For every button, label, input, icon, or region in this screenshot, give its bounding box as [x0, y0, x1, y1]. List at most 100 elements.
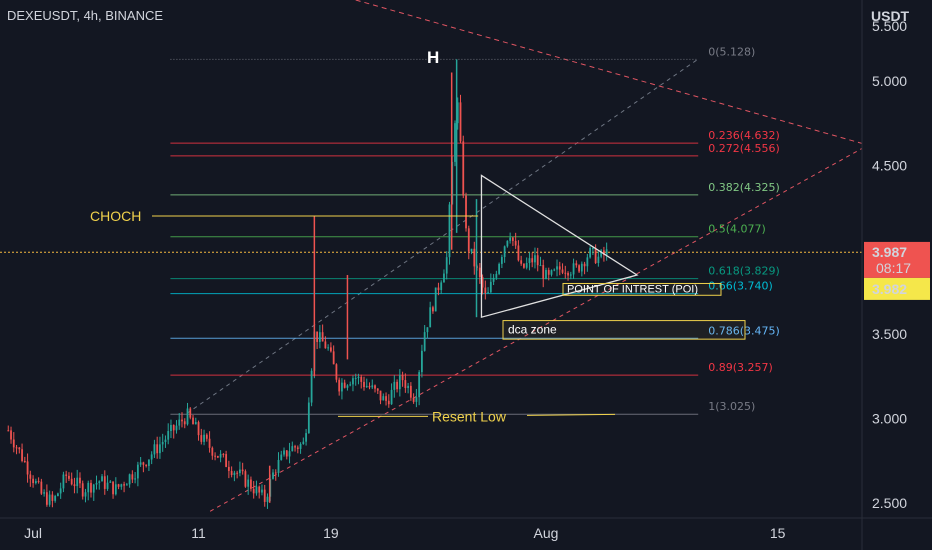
- choch-label: CHOCH: [90, 208, 141, 224]
- candle-body: [597, 256, 600, 264]
- candle-body: [429, 307, 432, 328]
- candle-body: [159, 444, 161, 454]
- candle-body: [59, 488, 62, 494]
- candle-body: [564, 272, 567, 274]
- annotations-layer: CHOCH H Resent Low POINT OF INTREST (POI) dc…: [90, 48, 746, 424]
- candle-body: [506, 240, 509, 247]
- candle-body: [432, 307, 434, 312]
- candle-body: [605, 249, 608, 255]
- candle-body: [330, 347, 332, 352]
- price-tick-label: 3.500: [872, 326, 907, 342]
- candle-body: [586, 257, 589, 267]
- candle-body: [492, 277, 495, 282]
- candle-body: [57, 493, 59, 496]
- candle-body: [87, 482, 90, 493]
- candle-body: [316, 331, 319, 342]
- candle-body: [244, 471, 247, 487]
- time-tick-label: 11: [191, 525, 206, 541]
- candle-body: [114, 484, 117, 495]
- candle-body: [153, 444, 156, 455]
- candle-body: [134, 478, 137, 480]
- candle-body: [216, 455, 219, 458]
- candle-body: [415, 397, 418, 402]
- price-tick-label: 4.500: [872, 157, 907, 173]
- candle-body: [222, 453, 225, 455]
- candle-body: [15, 447, 18, 449]
- candle-body: [407, 385, 410, 389]
- time-tick-label: Jul: [24, 525, 42, 541]
- candle-body: [12, 439, 15, 448]
- candle-body: [227, 466, 230, 471]
- candle-body: [225, 454, 228, 467]
- candle-body: [258, 486, 261, 493]
- candle-body: [280, 454, 283, 460]
- candle-body: [205, 434, 208, 439]
- candle-body: [363, 381, 365, 388]
- last-price-label: 3.987: [872, 244, 907, 260]
- candle-body: [285, 450, 288, 457]
- candle-body: [307, 402, 310, 434]
- candle-body: [591, 247, 594, 249]
- candle-body: [321, 332, 324, 342]
- candle-body: [578, 265, 580, 272]
- candle-body: [426, 327, 429, 333]
- candle-body: [454, 123, 456, 162]
- candle-body: [261, 489, 263, 493]
- candle-body: [233, 472, 236, 475]
- candle-body: [84, 492, 87, 497]
- candle-body: [95, 482, 98, 485]
- candle-body: [43, 492, 46, 494]
- candle-body: [125, 484, 128, 486]
- currency-label: USDT: [871, 8, 910, 24]
- candle-body: [360, 376, 363, 382]
- candle-body: [404, 380, 407, 389]
- poi-zone: [562, 282, 722, 296]
- candle-body: [346, 385, 349, 388]
- candle-body: [484, 287, 487, 294]
- candle-body: [393, 381, 396, 390]
- candle-body: [368, 385, 371, 388]
- candle-body: [341, 382, 343, 392]
- candle-body: [183, 421, 186, 425]
- candle-body: [175, 425, 178, 431]
- countdown-label: 08:17: [876, 260, 911, 276]
- candle-body: [556, 266, 558, 270]
- candle-body: [277, 459, 280, 474]
- last-price-badge: [864, 241, 930, 278]
- candle-body: [387, 400, 390, 405]
- candle-body: [390, 389, 393, 405]
- candle-body: [324, 341, 327, 349]
- candle-body: [517, 245, 520, 261]
- candle-body: [34, 481, 37, 484]
- candle-body: [37, 481, 40, 483]
- candle-body: [186, 408, 189, 425]
- candle-body: [263, 489, 266, 502]
- fib-label-0.618: 0.618(3.829): [708, 265, 780, 278]
- candle-body: [575, 263, 578, 266]
- time-tick-label: 19: [323, 525, 339, 541]
- candle-body: [148, 459, 150, 466]
- time-axis[interactable]: Jul 11 19 Aug 15: [24, 525, 785, 541]
- candle-body: [412, 397, 415, 402]
- time-tick-label: 15: [770, 525, 786, 541]
- candle-body: [481, 276, 484, 288]
- candle-body: [150, 454, 153, 460]
- candle-body: [327, 347, 330, 349]
- candle-body: [65, 474, 68, 476]
- candle-body: [528, 258, 531, 263]
- candle-body: [473, 248, 476, 267]
- candle-body: [423, 332, 426, 351]
- dca-label: dca zone: [508, 323, 557, 337]
- candle-body: [379, 390, 382, 401]
- fib-label-1: 1(3.025): [708, 400, 755, 413]
- candle-body: [465, 195, 467, 229]
- candle-body: [142, 462, 145, 465]
- candle-body: [236, 472, 239, 474]
- resent-low-label: Resent Low: [432, 408, 507, 424]
- candle-body: [194, 422, 197, 425]
- fib-label-0.382: 0.382(4.325): [708, 181, 780, 194]
- candle-body: [136, 464, 139, 479]
